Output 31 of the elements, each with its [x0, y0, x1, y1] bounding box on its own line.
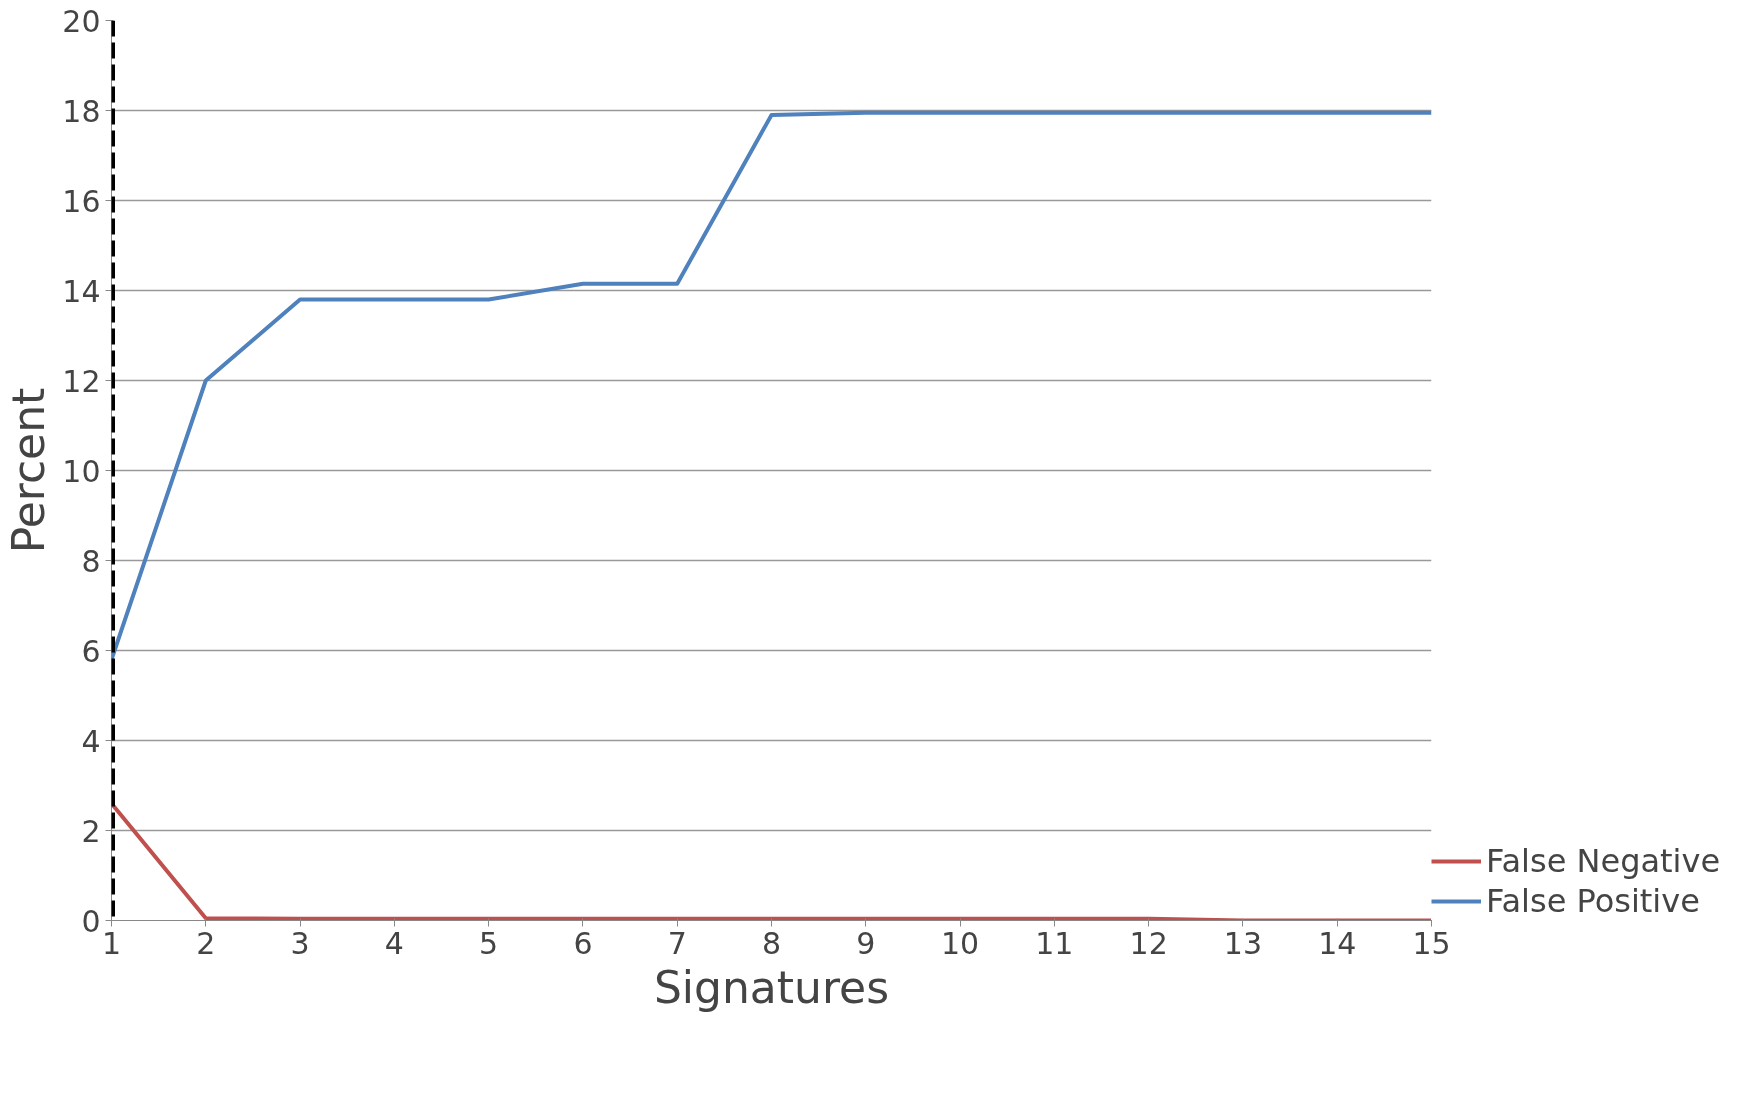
y-tick-label: 14 [62, 273, 101, 309]
y-tick-label: 6 [81, 633, 101, 669]
y-axis-title: Percent [3, 387, 55, 554]
y-tick-label: 12 [62, 363, 101, 399]
y-tick-label: 10 [62, 453, 101, 489]
x-tick-label: 15 [1412, 925, 1451, 961]
x-tick-label: 10 [940, 925, 980, 961]
x-tick-label: 9 [856, 925, 876, 961]
y-tick-label: 4 [81, 723, 101, 759]
x-tick-label: 4 [384, 925, 404, 961]
y-tick-label: 0 [81, 903, 101, 939]
y-tick-label: 2 [81, 813, 101, 849]
y-tick-label: 18 [62, 93, 101, 129]
x-tick-label: 14 [1318, 925, 1357, 961]
x-tick-label: 8 [761, 925, 782, 961]
line-series [111, 110, 1432, 662]
x-tick-label: 11 [1035, 925, 1074, 961]
y-tick-label: 20 [62, 3, 101, 39]
x-axis-title: Signatures [653, 961, 890, 1013]
x-tick-label: 1 [101, 925, 122, 961]
x-tick-label: 7 [667, 925, 687, 961]
x-tick-label: 12 [1129, 925, 1168, 961]
x-tick-label: 3 [290, 925, 310, 961]
x-tick-label: 13 [1223, 925, 1263, 961]
y-tick-label: 16 [62, 183, 101, 219]
legend-label: False Positive [1486, 882, 1700, 920]
legend-label: False Negative [1486, 842, 1721, 880]
x-tick-label: 6 [573, 925, 593, 961]
y-tick-label: 8 [81, 543, 101, 579]
x-tick-label: 2 [196, 925, 216, 961]
x-tick-label: 5 [479, 925, 499, 961]
